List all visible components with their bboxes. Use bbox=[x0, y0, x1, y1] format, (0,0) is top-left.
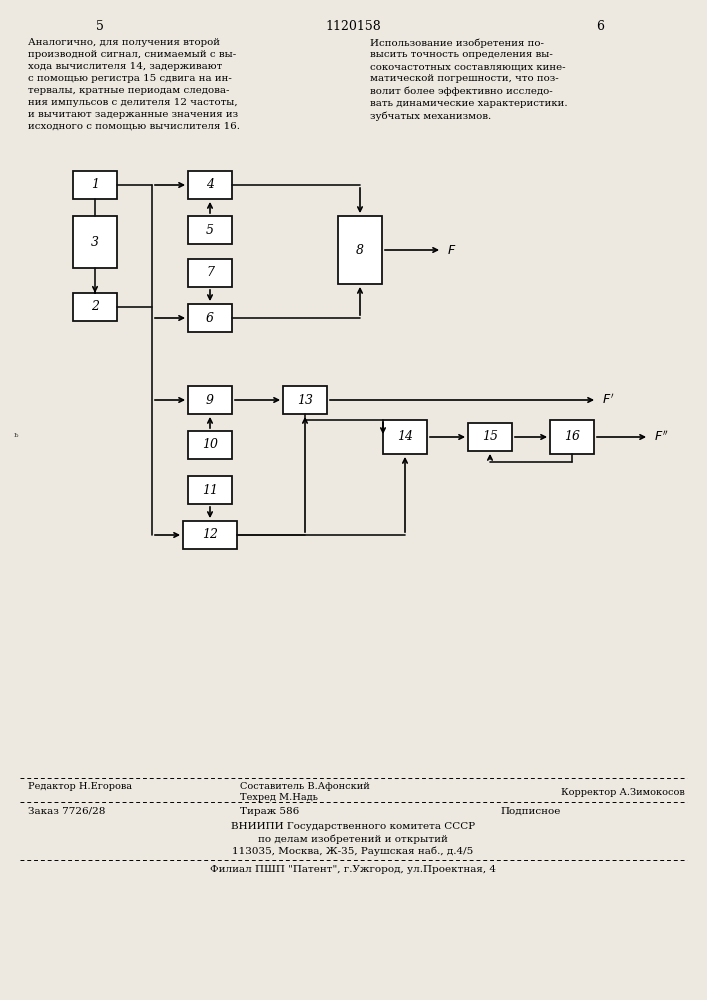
Text: 13: 13 bbox=[297, 393, 313, 406]
Text: Подписное: Подписное bbox=[500, 807, 561, 816]
Text: 3: 3 bbox=[91, 235, 99, 248]
Text: $F''$: $F''$ bbox=[654, 430, 669, 444]
Text: 16: 16 bbox=[564, 430, 580, 444]
Bar bbox=[188, 386, 232, 414]
Text: 5: 5 bbox=[96, 20, 104, 33]
Text: 1: 1 bbox=[91, 178, 99, 192]
Text: 5: 5 bbox=[206, 224, 214, 236]
Text: 14: 14 bbox=[397, 430, 413, 444]
Bar bbox=[183, 521, 237, 549]
Text: 7: 7 bbox=[206, 266, 214, 279]
Text: ь: ь bbox=[14, 431, 18, 439]
Bar bbox=[188, 431, 232, 459]
Text: 6: 6 bbox=[596, 20, 604, 33]
Text: Тираж 586: Тираж 586 bbox=[240, 807, 299, 816]
Text: 8: 8 bbox=[356, 243, 364, 256]
Bar bbox=[468, 423, 512, 451]
Text: 1120158: 1120158 bbox=[325, 20, 381, 33]
Text: Техред М.Надь: Техред М.Надь bbox=[240, 793, 318, 802]
Text: Заказ 7726/28: Заказ 7726/28 bbox=[28, 807, 105, 816]
Bar bbox=[188, 304, 232, 332]
Text: Редактор Н.Егорова: Редактор Н.Егорова bbox=[28, 782, 132, 791]
Text: 6: 6 bbox=[206, 312, 214, 324]
Text: $F$: $F$ bbox=[447, 243, 456, 256]
Bar bbox=[73, 216, 117, 268]
Bar bbox=[73, 293, 117, 321]
Text: 9: 9 bbox=[206, 393, 214, 406]
Text: ВНИИПИ Государственного комитета СССР: ВНИИПИ Государственного комитета СССР bbox=[231, 822, 475, 831]
Text: Использование изобретения по-
высить точность определения вы-
сокочастотных сост: Использование изобретения по- высить точ… bbox=[370, 38, 568, 121]
Text: Аналогично, для получения второй
производной сигнал, снимаемый с вы-
хода вычисл: Аналогично, для получения второй произво… bbox=[28, 38, 240, 131]
Text: по делам изобретений и открытий: по делам изобретений и открытий bbox=[258, 834, 448, 844]
Bar bbox=[188, 259, 232, 287]
Bar bbox=[383, 420, 427, 454]
Bar bbox=[550, 420, 594, 454]
Text: 2: 2 bbox=[91, 300, 99, 314]
Bar bbox=[188, 476, 232, 504]
Bar bbox=[188, 171, 232, 199]
Text: Составитель В.Афонский: Составитель В.Афонский bbox=[240, 782, 370, 791]
Bar bbox=[338, 216, 382, 284]
Text: $F'$: $F'$ bbox=[602, 393, 614, 407]
Text: 4: 4 bbox=[206, 178, 214, 192]
Bar bbox=[73, 171, 117, 199]
Text: 10: 10 bbox=[202, 438, 218, 452]
Bar bbox=[283, 386, 327, 414]
Text: Филиал ПШП "Патент", г.Ужгород, ул.Проектная, 4: Филиал ПШП "Патент", г.Ужгород, ул.Проек… bbox=[210, 865, 496, 874]
Bar bbox=[188, 216, 232, 244]
Text: 15: 15 bbox=[482, 430, 498, 444]
Text: 12: 12 bbox=[202, 528, 218, 542]
Text: 11: 11 bbox=[202, 484, 218, 496]
Text: Корректор А.Зимокосов: Корректор А.Зимокосов bbox=[561, 788, 685, 797]
Text: 113035, Москва, Ж-35, Раушская наб., д.4/5: 113035, Москва, Ж-35, Раушская наб., д.4… bbox=[233, 846, 474, 856]
